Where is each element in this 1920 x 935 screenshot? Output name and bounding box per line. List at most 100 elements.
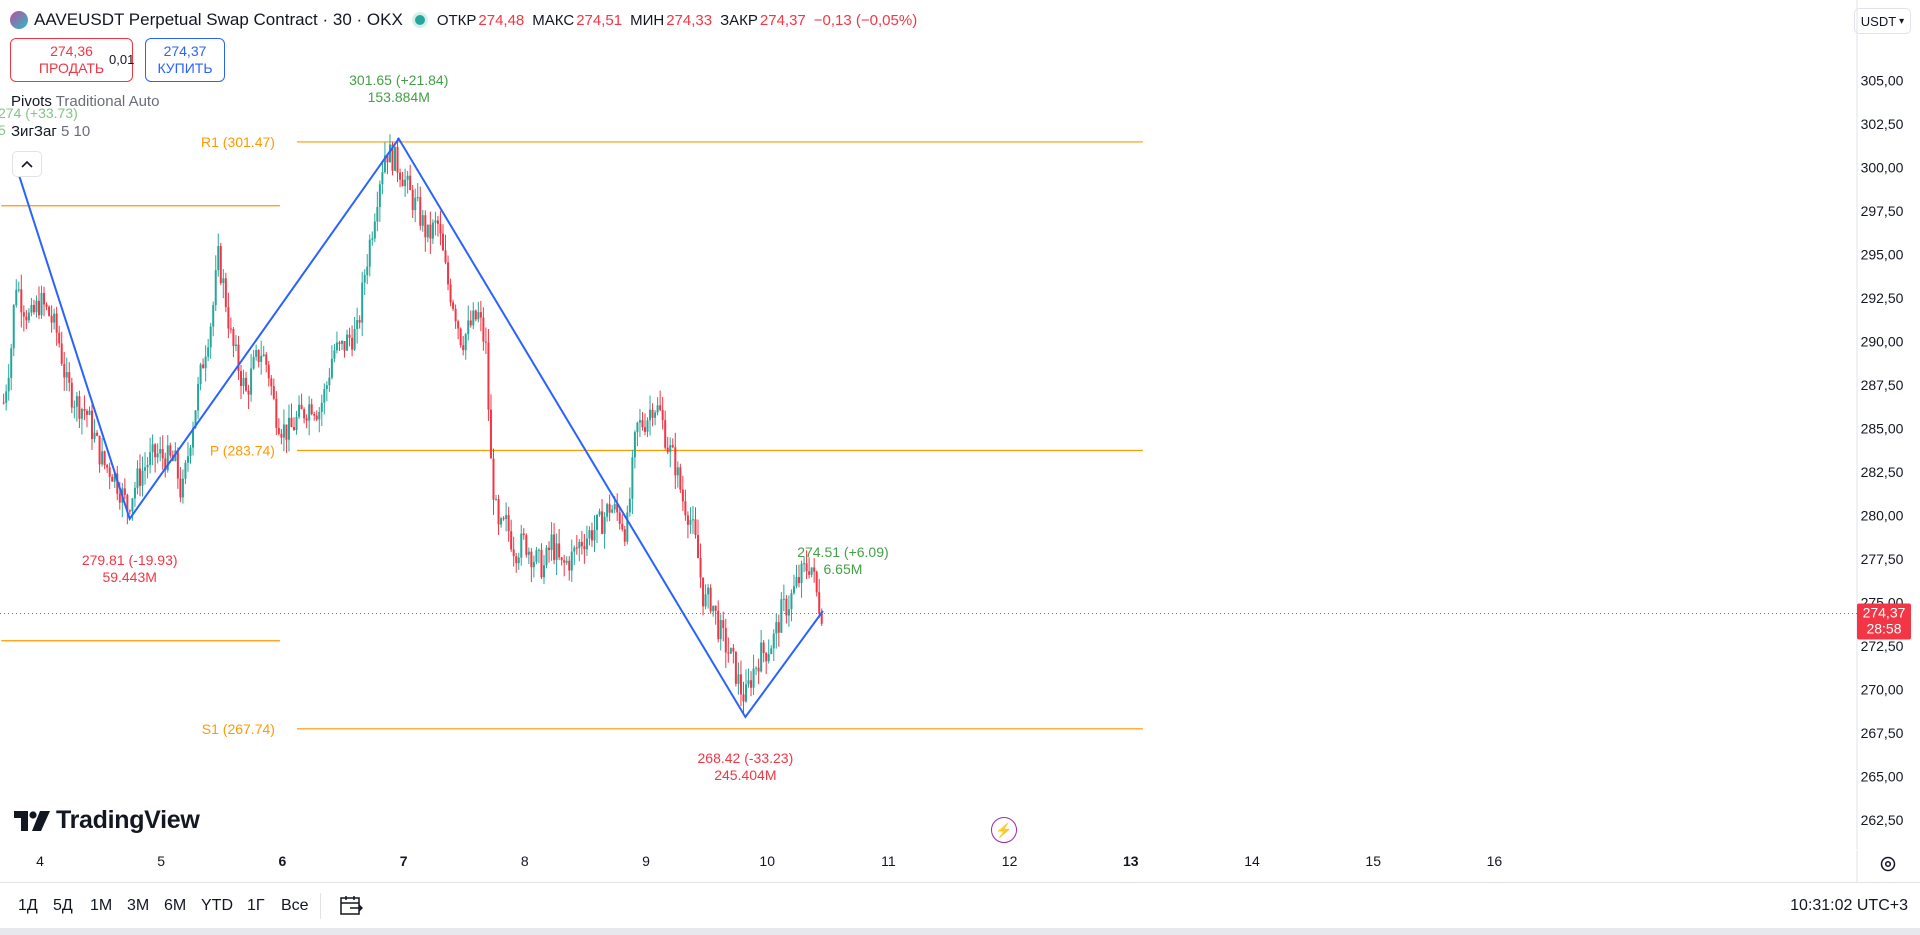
candle-body: [328, 377, 331, 386]
sell-button[interactable]: 274,36 ПРОДАТЬ: [10, 38, 133, 82]
tradingview-logo[interactable]: TradingView: [14, 806, 200, 835]
candle-body: [588, 530, 591, 539]
candle-body: [679, 467, 682, 490]
candle-body: [747, 680, 750, 685]
range-ytd-button[interactable]: YTD: [201, 897, 233, 914]
indicator-params: Traditional Auto: [55, 93, 160, 110]
x-tick-label: 11: [881, 853, 896, 869]
currency-select[interactable]: USDT ▾: [1854, 8, 1911, 34]
flash-icon[interactable]: ⚡: [991, 817, 1017, 843]
candle-body: [101, 451, 104, 465]
candle-body: [623, 529, 626, 542]
candle-body: [464, 334, 467, 351]
candle-body: [138, 468, 141, 486]
candle-body: [149, 452, 152, 465]
candle-body: [792, 586, 795, 594]
range-5d-button[interactable]: 5Д: [53, 897, 73, 914]
range-1y-button[interactable]: 1Г: [247, 897, 265, 914]
candle-body: [489, 409, 492, 459]
candle-body: [224, 278, 227, 308]
candle-body: [492, 458, 495, 500]
candle-body: [298, 404, 301, 417]
buy-button[interactable]: 274,37 КУПИТЬ: [145, 38, 225, 82]
candle-body: [25, 316, 28, 321]
candle-body: [113, 473, 116, 482]
y-tick-label: 305,00: [1861, 73, 1904, 89]
candle-body: [507, 515, 510, 532]
candle-body: [361, 282, 364, 323]
symbol-title[interactable]: AAVEUSDT Perpetual Swap Contract · 30 · …: [34, 10, 403, 29]
candle-body: [300, 404, 303, 410]
x-tick-label: 4: [36, 853, 44, 869]
candle-body: [712, 605, 715, 612]
candle-body: [707, 587, 710, 595]
candle-body: [78, 396, 81, 419]
range-1d-button[interactable]: 1Д: [18, 897, 38, 914]
candle-body: [568, 560, 571, 571]
candle-body: [752, 668, 755, 688]
candle-body: [245, 377, 248, 391]
candle-body: [265, 354, 268, 365]
candle-body: [340, 341, 343, 344]
buy-label: КУПИТЬ: [157, 60, 213, 76]
range-all-button[interactable]: Все: [281, 897, 309, 914]
candle-body: [65, 372, 68, 378]
candle-body: [583, 546, 586, 550]
candle-body: [598, 511, 601, 515]
indicator-pivots[interactable]: Pivots Traditional Auto: [11, 93, 159, 110]
range-6m-button[interactable]: 6М: [164, 897, 187, 914]
candle-body: [293, 426, 296, 431]
candle-body: [674, 447, 677, 476]
candle-body: [227, 307, 230, 329]
candle-body: [192, 427, 195, 448]
candle-body: [237, 344, 240, 372]
candle-body: [242, 377, 245, 387]
candle-body: [43, 292, 46, 305]
candle-body: [449, 284, 452, 303]
zigzag-price-label: 279.81 (-19.93): [82, 552, 178, 568]
y-tick-label: 282,50: [1861, 464, 1904, 480]
candle-body: [219, 246, 222, 284]
candle-body: [532, 561, 535, 568]
candle-body: [813, 567, 816, 572]
collapse-legend-button[interactable]: [12, 151, 42, 177]
candle-body: [601, 511, 604, 534]
market-status-icon[interactable]: [414, 15, 425, 25]
candle-body: [10, 348, 13, 378]
y-tick-label: 300,00: [1861, 160, 1904, 176]
range-3m-button[interactable]: 3М: [127, 897, 150, 914]
candle-body: [727, 652, 730, 654]
candle-body: [318, 411, 321, 420]
candle-body: [295, 416, 298, 431]
high-value: 274,51: [576, 11, 623, 29]
candle-body: [628, 498, 631, 513]
gear-icon[interactable]: [1878, 854, 1898, 874]
candle-body: [540, 549, 543, 578]
candle-body: [795, 577, 798, 587]
candle-body: [770, 648, 773, 655]
candle-body: [60, 343, 63, 364]
y-tick-label: 285,00: [1861, 421, 1904, 437]
candle-body: [5, 391, 8, 403]
y-tick-label: 280,00: [1861, 508, 1904, 524]
range-1m-button[interactable]: 1М: [90, 897, 113, 914]
candle-body: [17, 289, 20, 291]
pivot-label-s1: S1 (267.74): [202, 721, 275, 737]
candle-body: [346, 334, 349, 351]
y-tick-label: 270,00: [1861, 682, 1904, 698]
candle-body: [487, 342, 490, 410]
calendar-range-icon[interactable]: [338, 895, 364, 917]
clock[interactable]: 10:31:02 UTC+3: [1790, 897, 1908, 914]
candle-body: [394, 146, 397, 171]
indicator-zigzag[interactable]: ЗигЗаг 5 10: [11, 123, 90, 140]
x-tick-label: 14: [1244, 853, 1260, 869]
candle-body: [484, 341, 487, 343]
candle-body: [116, 473, 119, 494]
candle-body: [542, 565, 545, 578]
candle-body: [545, 547, 548, 566]
candle-body: [815, 571, 818, 593]
candle-body: [780, 599, 783, 633]
y-tick-label: 295,00: [1861, 247, 1904, 263]
